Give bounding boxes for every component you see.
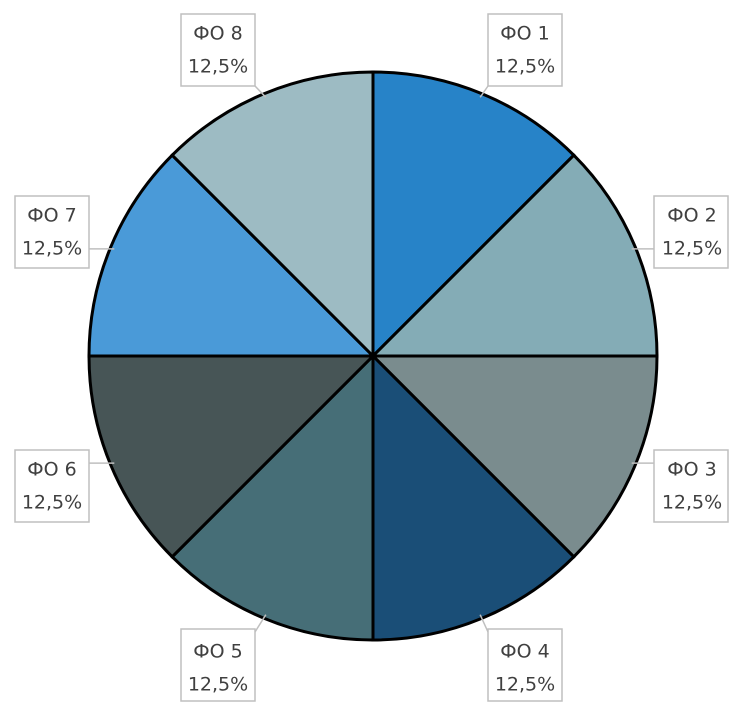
category-label: ФО 5: [193, 641, 242, 663]
value-label: 12,5%: [495, 674, 555, 696]
label-box: [14, 195, 90, 269]
label-box: [653, 195, 729, 269]
category-label: ФО 4: [500, 641, 549, 663]
label-box: [180, 13, 256, 87]
category-label: ФО 3: [667, 459, 716, 481]
leader-line: [254, 614, 267, 633]
value-label: 12,5%: [495, 56, 555, 78]
pie-slice: [369, 354, 659, 559]
leader-line: [479, 614, 489, 633]
value-label: 12,5%: [188, 674, 248, 696]
category-label: ФО 7: [27, 205, 76, 227]
pie-slice: [371, 70, 576, 360]
value-label: 12,5%: [188, 56, 248, 78]
value-label: 12,5%: [662, 238, 722, 260]
label-box: [487, 628, 563, 702]
leader-line: [479, 85, 489, 98]
label-box: [653, 449, 729, 523]
category-label: ФО 2: [667, 205, 716, 227]
category-label: ФО 8: [193, 23, 242, 45]
pie-slice: [87, 354, 377, 559]
value-label: 12,5%: [22, 492, 82, 514]
leader-line: [254, 85, 267, 98]
label-box: [180, 628, 256, 702]
label-box: [14, 449, 90, 523]
value-label: 12,5%: [22, 238, 82, 260]
category-label: ФО 6: [27, 459, 76, 481]
pie-slice: [87, 153, 377, 358]
category-label: ФО 1: [500, 23, 549, 45]
value-label: 12,5%: [662, 492, 722, 514]
label-box: [487, 13, 563, 87]
pie-slice: [369, 153, 659, 358]
pie-slice: [170, 70, 375, 360]
